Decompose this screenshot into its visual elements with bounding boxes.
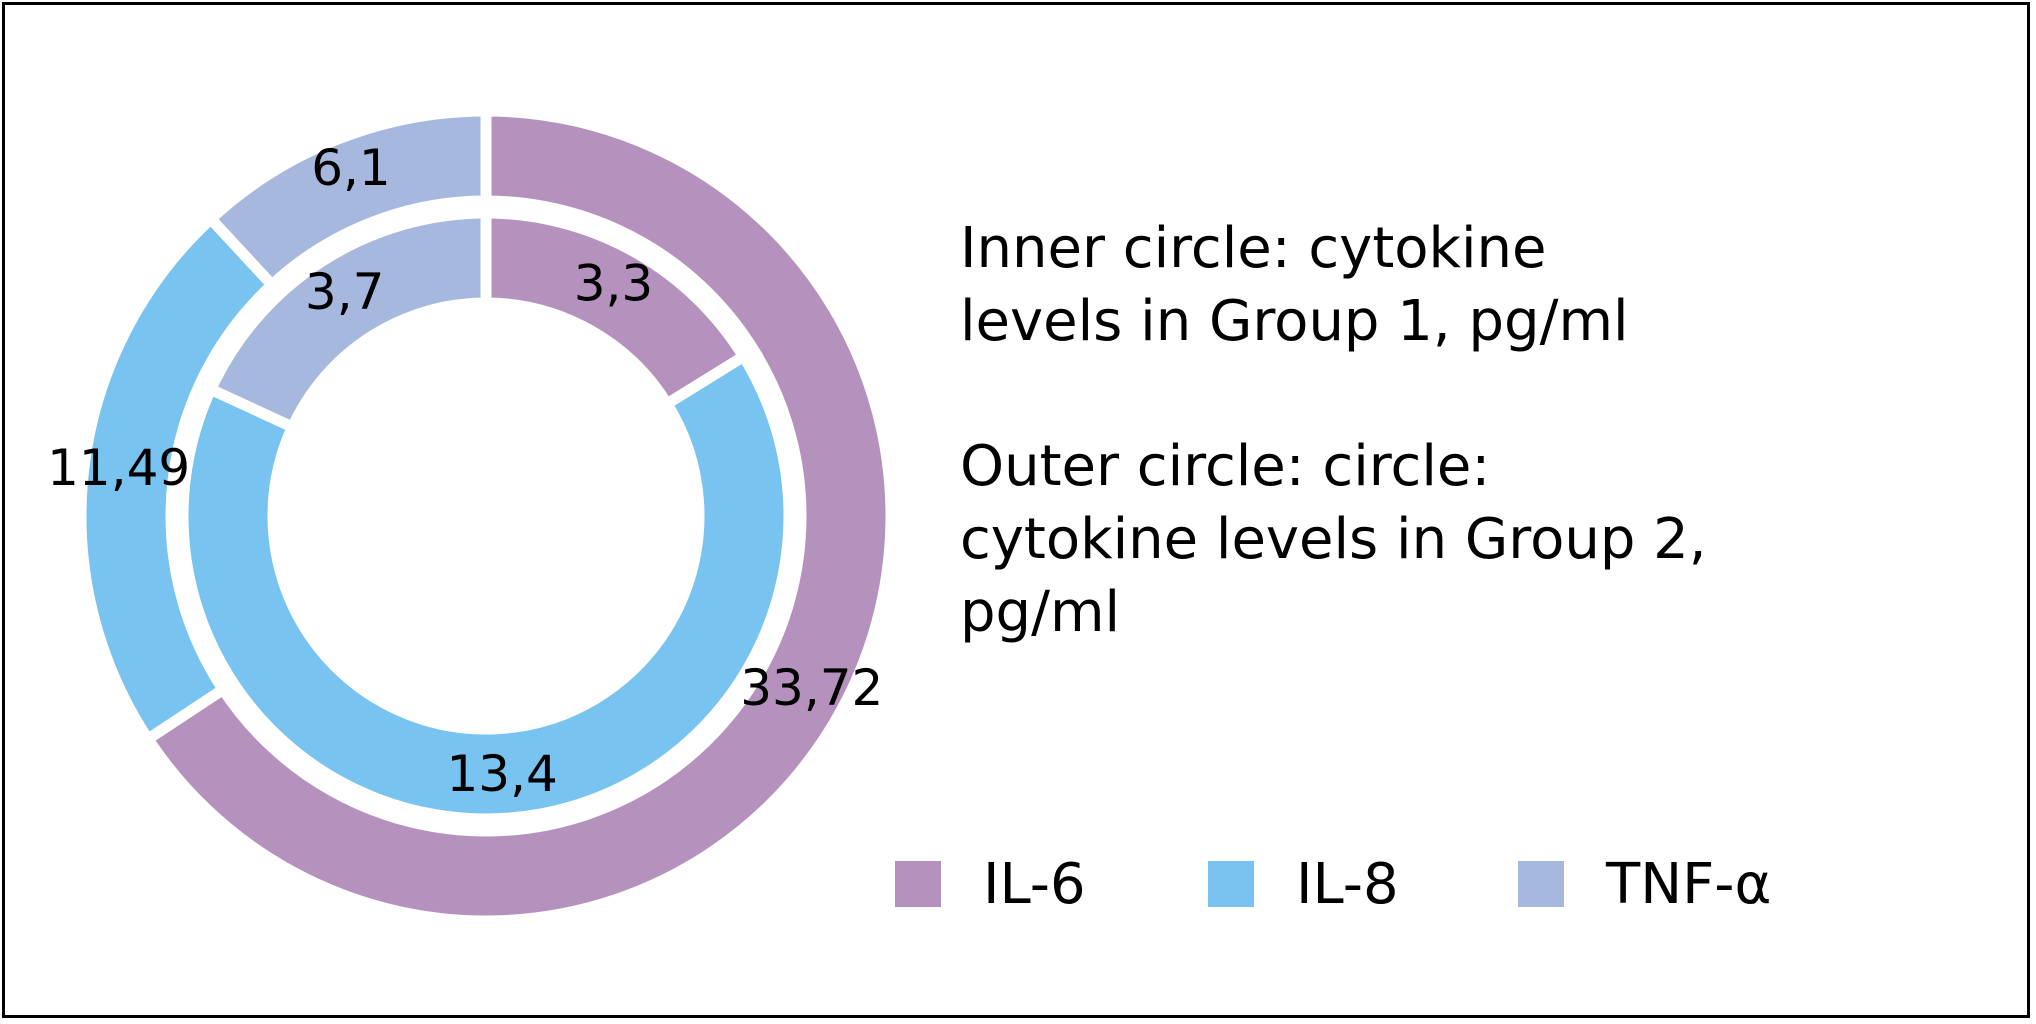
inner-label-tnfa: 3,7 xyxy=(305,263,385,321)
outer-label-il8: 11,49 xyxy=(47,439,190,497)
inner-slice-tnfa xyxy=(203,207,492,435)
legend-label-tnfa: TNF-α xyxy=(1606,851,1772,917)
outer-label-il6: 33,72 xyxy=(740,659,883,717)
data-labels: 3,3 13,4 3,7 33,72 11,49 6,1 xyxy=(47,139,883,803)
outer-slice-tnfa xyxy=(203,105,492,293)
outer-circle-note: Outer circle: circle: cytokine levels in… xyxy=(960,434,1707,645)
outer-label-tnfa: 6,1 xyxy=(311,139,391,197)
legend-swatch-il6 xyxy=(895,861,941,907)
legend-item-il8: IL-8 xyxy=(1208,851,1399,917)
inner-label-il6: 3,3 xyxy=(574,255,654,313)
legend-label-il6: IL-6 xyxy=(983,851,1086,917)
legend-swatch-il8 xyxy=(1208,861,1254,907)
inner-slice-il8 xyxy=(177,348,795,825)
inner-label-il8: 13,4 xyxy=(446,745,557,803)
outer-slice-il6 xyxy=(140,105,897,927)
outer-ring xyxy=(75,105,897,927)
legend-item-tnfa: TNF-α xyxy=(1518,851,1772,917)
inner-circle-note: Inner circle: cytokine levels in Group 1… xyxy=(960,216,1629,354)
legend-swatch-tnfa xyxy=(1518,861,1564,907)
inner-ring xyxy=(177,207,795,825)
legend-item-il6: IL-6 xyxy=(895,851,1086,917)
legend-label-il8: IL-8 xyxy=(1296,851,1399,917)
